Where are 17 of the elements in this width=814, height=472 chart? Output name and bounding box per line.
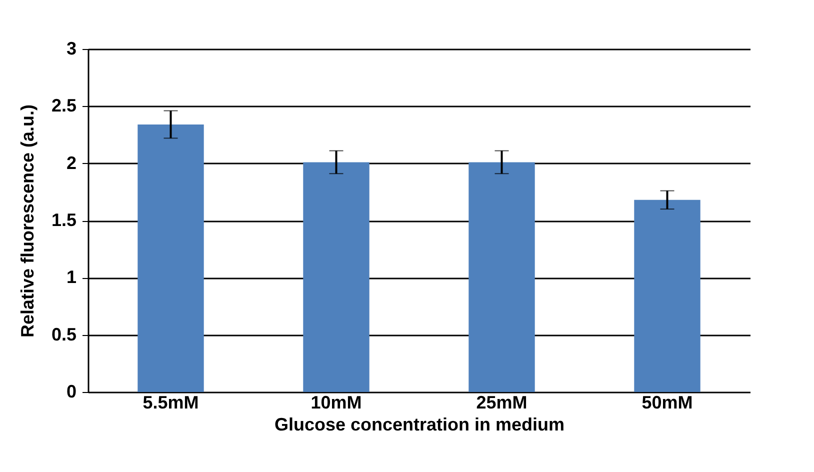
- bar: [138, 124, 204, 392]
- y-tick-label: 1.5: [51, 210, 76, 230]
- x-tick-label: 5.5mM: [142, 392, 199, 412]
- x-tick-label: 25mM: [476, 392, 528, 412]
- x-tick-label: 50mM: [642, 392, 693, 412]
- x-tick-label: 10mM: [310, 392, 362, 412]
- y-tick-label: 2.5: [51, 96, 76, 116]
- y-tick-label: 2: [66, 152, 76, 173]
- y-tick-label: 1: [66, 267, 76, 288]
- y-axis-title: Relative fluorescence (a.u.): [17, 104, 38, 338]
- bar: [303, 162, 370, 392]
- bar: [468, 162, 535, 392]
- y-tick-label: 3: [66, 38, 76, 58]
- y-tick-label: 0.5: [51, 324, 76, 344]
- y-tick-label: 0: [66, 382, 76, 402]
- x-axis-title: Glucose concentration in medium: [274, 414, 565, 434]
- bar: [634, 200, 700, 392]
